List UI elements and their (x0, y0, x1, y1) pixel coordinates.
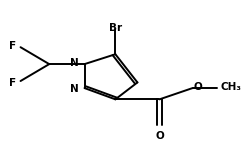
Text: Br: Br (109, 23, 122, 33)
Text: CH₃: CH₃ (220, 82, 241, 92)
Text: N: N (70, 84, 79, 94)
Text: F: F (9, 41, 16, 51)
Text: O: O (155, 131, 164, 141)
Text: F: F (9, 78, 16, 88)
Text: N: N (70, 58, 79, 68)
Text: O: O (194, 82, 202, 92)
